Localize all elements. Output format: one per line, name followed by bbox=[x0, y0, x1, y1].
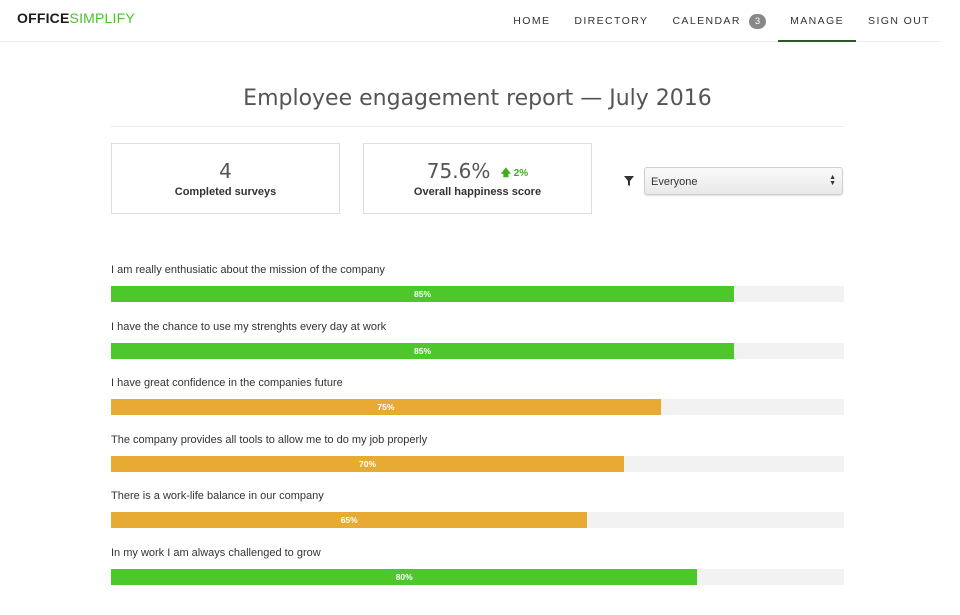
happiness-score-card: 75.6% 🡅 2% Overall happiness score bbox=[363, 143, 592, 214]
audience-filter-select[interactable]: Everyone ▲ ▼ bbox=[644, 167, 843, 195]
nav-item-directory[interactable]: DIRECTORY bbox=[574, 15, 649, 27]
question-progress-track: 75% bbox=[111, 399, 844, 415]
audience-filter-value: Everyone bbox=[651, 176, 698, 188]
question-item: I have great confidence in the companies… bbox=[111, 375, 844, 415]
question-progress-fill: 85% bbox=[111, 286, 735, 302]
question-label: There is a work-life balance in our comp… bbox=[111, 490, 324, 502]
select-arrows-icon: ▲ ▼ bbox=[829, 174, 836, 187]
brand-logo-part2: SIMPLIFY bbox=[69, 10, 135, 26]
nav-item-sign-out[interactable]: SIGN OUT bbox=[868, 15, 930, 27]
question-label: The company provides all tools to allow … bbox=[111, 433, 428, 446]
nav-item-manage[interactable]: MANAGE bbox=[778, 0, 856, 42]
question-progress-track: 80% bbox=[111, 568, 844, 585]
question-progress-fill: 75% bbox=[111, 399, 661, 415]
question-progress-track: 70% bbox=[111, 455, 844, 472]
happiness-score-row: 75.6% 🡅 2% bbox=[364, 159, 591, 183]
question-item: In my work I am always challenged to gro… bbox=[111, 545, 844, 585]
main-nav: HOME DIRECTORY CALENDAR 3 MANAGE SIGN OU… bbox=[501, 0, 942, 42]
calendar-count-badge: 3 bbox=[748, 13, 767, 29]
question-progress-track: 65% bbox=[111, 512, 844, 528]
happiness-change-value: 2% bbox=[513, 168, 529, 179]
completed-surveys-card: 4 Completed surveys bbox=[111, 143, 340, 214]
question-progress-fill: 70% bbox=[111, 455, 625, 472]
question-label: I am really enthusiatic about the missio… bbox=[111, 264, 385, 276]
question-progress-track: 85% bbox=[111, 286, 844, 302]
happiness-change: 🡅 2% bbox=[501, 168, 529, 179]
question-progress-fill: 85% bbox=[111, 342, 735, 359]
happiness-score-value: 75.6% bbox=[426, 159, 491, 183]
question-item: The company provides all tools to allow … bbox=[111, 432, 844, 472]
completed-surveys-value: 4 bbox=[219, 159, 232, 183]
title-divider bbox=[111, 126, 844, 127]
happiness-score-label: Overall happiness score bbox=[413, 186, 542, 198]
question-label: In my work I am always challenged to gro… bbox=[111, 546, 321, 559]
arrow-up-icon: 🡅 bbox=[500, 168, 511, 179]
page-title: Employee engagement report — July 2016 bbox=[243, 86, 712, 111]
question-item: I am really enthusiatic about the missio… bbox=[111, 262, 844, 302]
question-label: I have the chance to use my strenghts ev… bbox=[111, 320, 387, 333]
question-label: I have great confidence in the companies… bbox=[111, 377, 343, 389]
brand-logo[interactable]: OFFICESIMPLIFY bbox=[17, 10, 135, 26]
question-item: I have the chance to use my strenghts ev… bbox=[111, 319, 844, 359]
filter-icon bbox=[624, 176, 634, 186]
nav-item-home[interactable]: HOME bbox=[513, 15, 551, 27]
question-progress-track: 85% bbox=[111, 342, 844, 359]
question-progress-fill: 80% bbox=[111, 568, 698, 585]
question-item: There is a work-life balance in our comp… bbox=[111, 488, 844, 528]
completed-surveys-label: Completed surveys bbox=[174, 186, 277, 198]
nav-item-calendar[interactable]: CALENDAR 3 bbox=[660, 0, 778, 42]
top-navbar: OFFICESIMPLIFY HOME DIRECTORY CALENDAR 3… bbox=[0, 0, 942, 42]
question-progress-fill: 65% bbox=[111, 512, 588, 528]
brand-logo-part1: OFFICE bbox=[17, 10, 70, 26]
nav-item-calendar-label: CALENDAR bbox=[672, 15, 741, 27]
